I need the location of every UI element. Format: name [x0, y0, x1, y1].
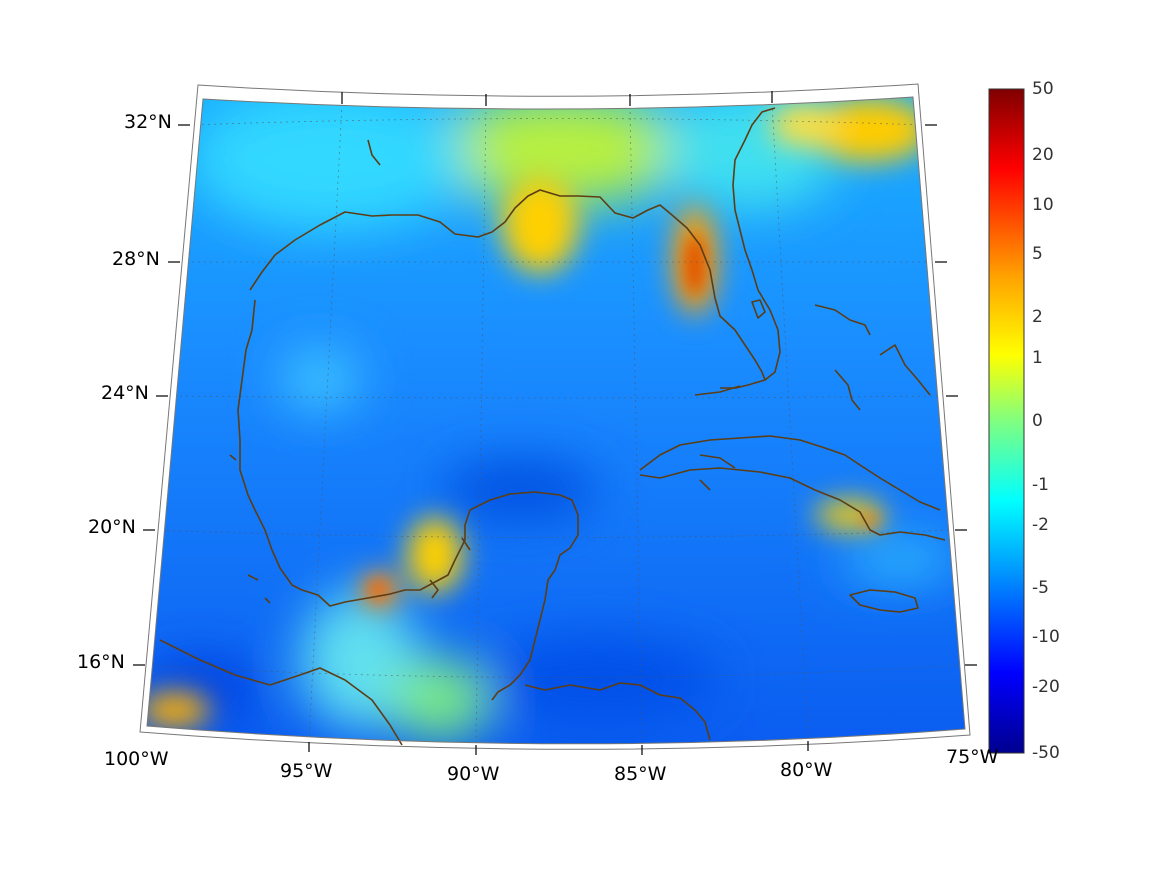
- colorbar-tick-label: 20: [1032, 145, 1054, 165]
- colorbar-tick-label: 10: [1032, 195, 1054, 215]
- colorbar-tick-label: -10: [1032, 627, 1060, 647]
- colorbar-tick-label: 1: [1032, 348, 1043, 368]
- colorbar-tick-label: -1: [1032, 475, 1049, 495]
- lon-label-90w: 90°W: [447, 763, 500, 785]
- lon-label-100w: 100°W: [104, 748, 169, 770]
- lat-label-16n: 16°N: [77, 651, 125, 673]
- coastlines: [159, 107, 946, 746]
- colorbar-tick-label: -5: [1032, 578, 1049, 598]
- lat-label-20n: 20°N: [88, 516, 136, 538]
- anomaly-field: [147, 97, 965, 744]
- colorbar: [988, 88, 1025, 754]
- lon-label-80w: 80°W: [780, 759, 833, 781]
- colorbar-tick-label: -20: [1032, 677, 1060, 697]
- lon-label-75w: 75°W: [946, 746, 999, 768]
- lat-label-24n: 24°N: [101, 382, 149, 404]
- colorbar-tick-label: 0: [1032, 411, 1043, 431]
- colorbar-tick-label: 50: [1032, 79, 1054, 99]
- colorbar-tick-label: -50: [1032, 743, 1060, 763]
- colorbar-tick-label: 5: [1032, 244, 1043, 264]
- lon-label-95w: 95°W: [280, 760, 333, 782]
- lon-label-85w: 85°W: [614, 763, 667, 785]
- map-frame: [133, 83, 977, 755]
- lat-label-28n: 28°N: [112, 248, 160, 270]
- colorbar-tick-label: -2: [1032, 515, 1049, 535]
- colorbar-tick-label: 2: [1032, 307, 1043, 327]
- graticule: [147, 99, 965, 744]
- lat-label-32n: 32°N: [124, 111, 172, 133]
